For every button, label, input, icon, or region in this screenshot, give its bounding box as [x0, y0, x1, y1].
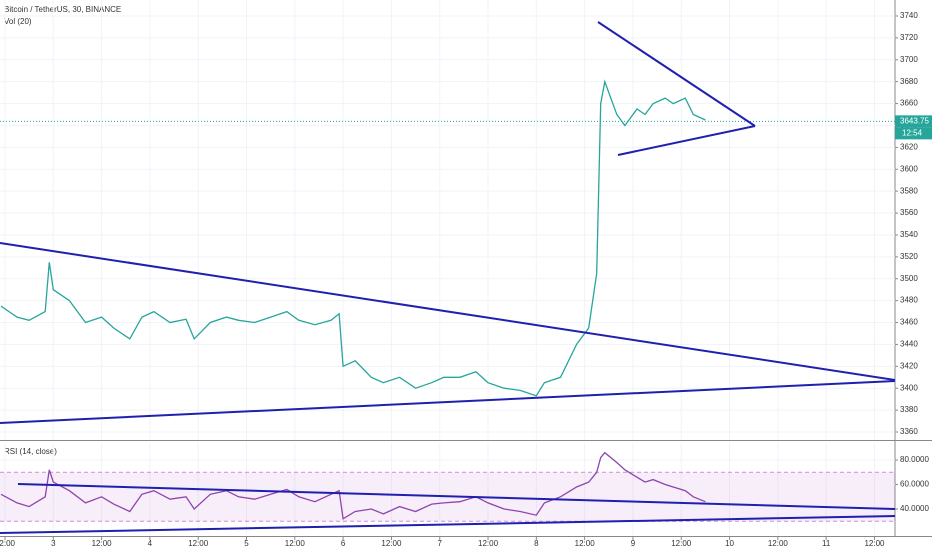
y-tick-label: 3660 — [900, 99, 918, 108]
x-tick-label: 12:00 — [768, 539, 789, 548]
volume-label: Vol (20) — [4, 17, 32, 26]
x-tick-label: 12:00 — [864, 539, 885, 548]
y-tick-label: 60.0000 — [900, 480, 929, 489]
x-tick-label: 12:00 — [285, 539, 306, 548]
x-tick-label: 10 — [725, 539, 734, 548]
y-tick-label: 3600 — [900, 164, 918, 173]
y-tick-label: 80.0000 — [900, 455, 929, 464]
x-tick-label: 12:00 — [381, 539, 402, 548]
x-tick-label: 12:00 — [575, 539, 596, 548]
x-tick-label: 12:00 — [188, 539, 209, 548]
y-tick-label: 3560 — [900, 208, 918, 217]
y-tick-label: 3520 — [900, 252, 918, 261]
x-tick-label: 3 — [51, 539, 56, 548]
rsi-trendline — [17, 483, 896, 510]
countdown-box — [895, 127, 932, 140]
series-line — [0, 451, 706, 520]
y-tick-label: 3460 — [900, 318, 918, 327]
x-tick-label: 6 — [341, 539, 346, 548]
y-tick-label: 3540 — [900, 230, 918, 239]
rsi-title: RSI (14, close) — [4, 447, 57, 456]
y-tick-label: 3380 — [900, 405, 918, 414]
series-line — [0, 79, 706, 397]
x-tick-label: 11 — [822, 539, 831, 548]
x-tick-label: 12:00 — [0, 539, 16, 548]
y-tick-label: 3740 — [900, 11, 918, 20]
x-tick-label: 5 — [244, 539, 249, 548]
y-tick-label: 3680 — [900, 77, 918, 86]
y-tick-label: 3720 — [900, 33, 918, 42]
y-tick-label: 3420 — [900, 361, 918, 370]
x-tick-label: 4 — [148, 539, 153, 548]
y-tick-label: 3580 — [900, 186, 918, 195]
y-tick-label: 3500 — [900, 274, 918, 283]
y-tick-label: 3360 — [900, 427, 918, 436]
trendline — [0, 380, 896, 424]
x-tick-label: 12:00 — [478, 539, 499, 548]
y-tick-label: 3620 — [900, 142, 918, 151]
x-tick-label: 12:00 — [92, 539, 113, 548]
x-tick-label: 12:00 — [671, 539, 692, 548]
countdown-label: 12:54 — [902, 128, 923, 137]
trendline — [0, 242, 896, 381]
y-tick-label: 3440 — [900, 340, 918, 349]
trendline — [597, 21, 756, 127]
y-tick-label: 3700 — [900, 55, 918, 64]
y-tick-label: 40.0000 — [900, 504, 929, 513]
last-price-box — [895, 115, 932, 128]
y-tick-label: 3480 — [900, 296, 918, 305]
symbol-title: Bitcoin / TetherUS, 30, BINANCE — [4, 5, 121, 14]
trendline — [617, 125, 756, 156]
x-tick-label: 7 — [438, 539, 443, 548]
x-tick-label: 9 — [631, 539, 636, 548]
last-price-label: 3643.75 — [900, 116, 929, 125]
y-tick-label: 3400 — [900, 383, 918, 392]
x-tick-label: 8 — [534, 539, 539, 548]
rsi-trendline — [0, 515, 896, 534]
